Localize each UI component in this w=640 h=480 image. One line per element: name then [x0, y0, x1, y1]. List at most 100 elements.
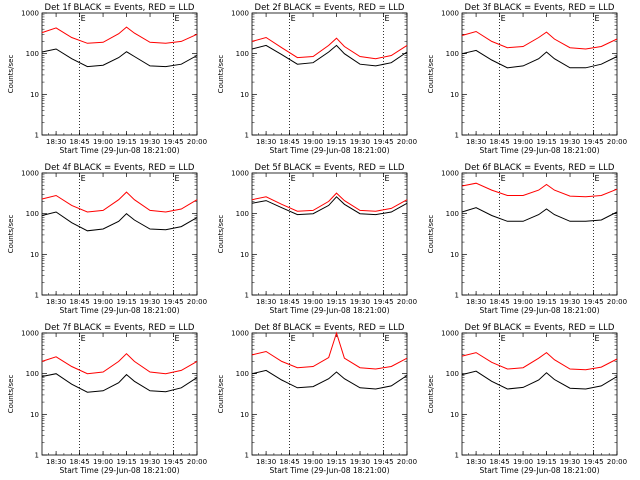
y-tick-label: 1 — [455, 452, 459, 460]
x-tick-label: 19:15 — [536, 458, 556, 466]
y-tick-label: 1 — [455, 132, 459, 140]
x-tick-label: 20:00 — [187, 138, 207, 146]
plot-frame — [251, 12, 408, 136]
x-tick-label: 20:00 — [187, 458, 207, 466]
series-lld-line — [251, 331, 408, 370]
event-marker-label: E — [385, 14, 390, 23]
y-tick-label: 10 — [240, 411, 249, 419]
event-marker-label: E — [81, 334, 86, 343]
series-lld-line — [461, 30, 618, 50]
x-axis-label: Start Time (29-Jun-08 18:21:00) — [270, 146, 390, 155]
x-tick-label: 19:15 — [536, 298, 556, 306]
series-lld-line — [41, 26, 198, 44]
series-events-line — [41, 373, 198, 393]
x-tick-label: 19:45 — [373, 298, 393, 306]
y-tick-label: 1 — [35, 452, 39, 460]
series-lld-line — [461, 182, 618, 198]
x-tick-label: 18:45 — [279, 298, 299, 306]
x-tick-label: 19:30 — [560, 298, 580, 306]
y-tick-label: 100 — [236, 50, 249, 58]
series-events-line — [461, 207, 618, 222]
x-tick-label: 19:30 — [350, 458, 370, 466]
series-events-line — [461, 370, 618, 390]
series-events-line — [41, 211, 198, 232]
panel-title: Det 3f BLACK = Events, RED = LLD — [465, 3, 615, 13]
panel-det-5f: Det 5f BLACK = Events, RED = LLD 18:30 18:… — [217, 163, 417, 315]
panel-det-7f: Det 7f BLACK = Events, RED = LLD 18:30 18:… — [7, 323, 207, 475]
series-lld-line — [251, 36, 408, 60]
y-tick-label: 1000 — [21, 10, 39, 18]
y-tick-label: 100 — [446, 370, 459, 378]
panel-title: Det 1f BLACK = Events, RED = LLD — [45, 3, 195, 13]
x-axis-label: Start Time (29-Jun-08 18:21:00) — [480, 146, 600, 155]
x-tick-label: 19:15 — [116, 298, 136, 306]
y-tick-label: 100 — [26, 50, 39, 58]
event-marker-label: E — [291, 334, 296, 343]
x-tick-label: 19:00 — [303, 458, 323, 466]
x-tick-label: 18:45 — [489, 138, 509, 146]
event-marker-label: E — [595, 334, 600, 343]
event-marker-label: E — [291, 14, 296, 23]
event-marker-label: E — [501, 334, 506, 343]
x-tick-label: 19:00 — [513, 298, 533, 306]
panel-det-3f: Det 3f BLACK = Events, RED = LLD 18:30 18:… — [427, 3, 627, 155]
panel-title: Det 6f BLACK = Events, RED = LLD — [465, 163, 615, 173]
x-tick-label: 20:00 — [397, 298, 417, 306]
y-tick-label: 1 — [245, 292, 249, 300]
y-tick-label: 10 — [240, 251, 249, 259]
x-tick-label: 18:45 — [69, 298, 89, 306]
x-tick-label: 19:15 — [326, 138, 346, 146]
series-lld-line — [41, 191, 198, 213]
x-tick-label: 19:00 — [513, 138, 533, 146]
x-tick-label: 18:30 — [46, 298, 66, 306]
x-tick-label: 18:30 — [46, 138, 66, 146]
x-tick-label: 18:30 — [256, 138, 276, 146]
y-tick-label: 1 — [245, 452, 249, 460]
x-tick-label: 19:30 — [140, 298, 160, 306]
y-tick-label: 1000 — [21, 330, 39, 338]
y-tick-label: 10 — [240, 91, 249, 99]
x-tick-label: 20:00 — [397, 458, 417, 466]
y-axis-label: Counts/sec — [7, 375, 15, 414]
x-tick-label: 18:45 — [279, 138, 299, 146]
panel-det-9f: Det 9f BLACK = Events, RED = LLD 18:30 18:… — [427, 323, 627, 475]
x-tick-label: 20:00 — [187, 298, 207, 306]
y-tick-label: 10 — [450, 91, 459, 99]
x-tick-label: 19:30 — [560, 138, 580, 146]
y-tick-label: 100 — [236, 370, 249, 378]
x-tick-label: 18:45 — [69, 138, 89, 146]
y-tick-label: 10 — [30, 91, 39, 99]
x-tick-label: 19:00 — [513, 458, 533, 466]
y-axis-label: Counts/sec — [427, 375, 435, 414]
x-tick-label: 19:45 — [163, 298, 183, 306]
x-tick-label: 19:30 — [350, 298, 370, 306]
plot-frame — [461, 12, 618, 136]
x-tick-label: 18:45 — [279, 458, 299, 466]
panel-title: Det 7f BLACK = Events, RED = LLD — [45, 323, 195, 333]
event-marker-label: E — [595, 174, 600, 183]
x-tick-label: 19:45 — [163, 458, 183, 466]
panel-det-8f: Det 8f BLACK = Events, RED = LLD 18:30 18:… — [217, 323, 417, 475]
x-tick-label: 18:45 — [69, 458, 89, 466]
y-tick-label: 100 — [236, 210, 249, 218]
y-axis-label: Counts/sec — [7, 55, 15, 94]
y-axis-label: Counts/sec — [427, 55, 435, 94]
series-lld-line — [41, 352, 198, 375]
panel-det-4f: Det 4f BLACK = Events, RED = LLD 18:30 18:… — [7, 163, 207, 315]
event-marker-label: E — [501, 14, 506, 23]
x-tick-label: 18:30 — [466, 458, 486, 466]
x-axis-label: Start Time (29-Jun-08 18:21:00) — [60, 306, 180, 315]
plot-frame — [251, 172, 408, 296]
y-tick-label: 1 — [35, 132, 39, 140]
y-tick-label: 1 — [455, 292, 459, 300]
plot-frame — [461, 332, 618, 456]
x-axis-label: Start Time (29-Jun-08 18:21:00) — [270, 466, 390, 475]
event-marker-label: E — [385, 334, 390, 343]
x-tick-label: 19:15 — [116, 138, 136, 146]
event-marker-label: E — [595, 14, 600, 23]
x-axis-label: Start Time (29-Jun-08 18:21:00) — [270, 306, 390, 315]
y-tick-label: 100 — [446, 50, 459, 58]
x-tick-label: 19:45 — [583, 138, 603, 146]
y-tick-label: 10 — [450, 251, 459, 259]
